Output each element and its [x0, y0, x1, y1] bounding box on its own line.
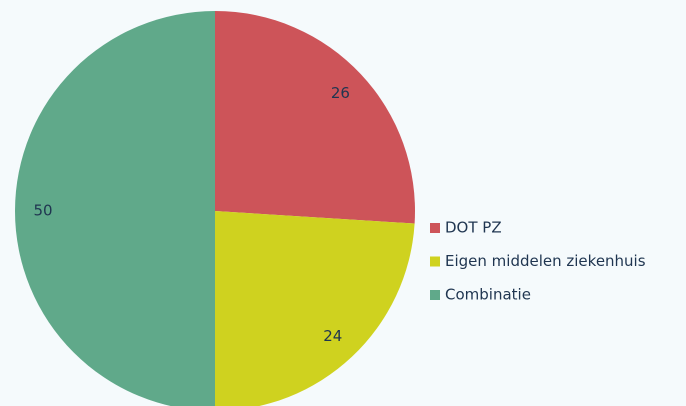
legend-swatch	[430, 256, 440, 267]
data-label: 26	[331, 84, 350, 102]
legend-swatch	[430, 223, 440, 233]
data-label: 24	[323, 327, 342, 345]
legend-label: Eigen middelen ziekenhuis	[445, 252, 646, 270]
pie-slice	[215, 211, 415, 406]
pie-slice	[15, 11, 215, 406]
data-label: 50	[33, 202, 52, 220]
legend-label: DOT PZ	[445, 219, 502, 237]
legend-swatch	[430, 290, 440, 300]
pie-slice	[215, 11, 415, 224]
legend-label: Combinatie	[445, 286, 531, 304]
